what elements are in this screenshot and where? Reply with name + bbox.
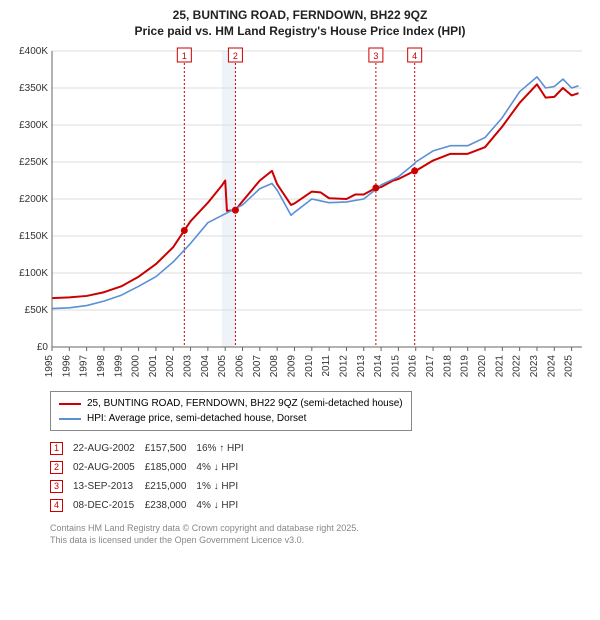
svg-text:2006: 2006 bbox=[235, 355, 246, 378]
footer: Contains HM Land Registry data © Crown c… bbox=[50, 523, 590, 546]
sale-price: £215,000 bbox=[145, 477, 197, 496]
footer-line2: This data is licensed under the Open Gov… bbox=[50, 535, 590, 547]
sale-delta: 16% ↑ HPI bbox=[196, 439, 253, 458]
line-chart-svg: £0 £50K £100K £150K £200K £250K £300K £350K £400… bbox=[10, 45, 590, 385]
sale-delta: 1% ↓ HPI bbox=[196, 477, 253, 496]
svg-text:£150K: £150K bbox=[19, 231, 48, 242]
svg-text:1998: 1998 bbox=[96, 355, 107, 378]
svg-text:2000: 2000 bbox=[131, 355, 142, 378]
legend-row-2: HPI: Average price, semi-detached house,… bbox=[59, 411, 403, 426]
svg-text:2011: 2011 bbox=[321, 355, 332, 377]
sales-table: 1 22-AUG-2002£157,50016% ↑ HPI 2 02-AUG-200… bbox=[50, 439, 254, 515]
svg-text:2013: 2013 bbox=[356, 355, 367, 378]
svg-text:£200K: £200K bbox=[19, 194, 48, 205]
legend-label-2: HPI: Average price, semi-detached house,… bbox=[87, 411, 306, 426]
legend-swatch-1 bbox=[59, 403, 81, 405]
svg-text:2008: 2008 bbox=[269, 355, 280, 378]
svg-text:2014: 2014 bbox=[373, 355, 384, 378]
svg-text:2012: 2012 bbox=[338, 355, 349, 378]
svg-text:2005: 2005 bbox=[217, 355, 228, 378]
sale-marker-box: 1 bbox=[50, 442, 63, 455]
legend-row-1: 25, BUNTING ROAD, FERNDOWN, BH22 9QZ (se… bbox=[59, 396, 403, 411]
svg-text:£100K: £100K bbox=[19, 268, 48, 279]
svg-text:1996: 1996 bbox=[61, 355, 72, 378]
svg-text:2010: 2010 bbox=[304, 355, 315, 378]
svg-text:1999: 1999 bbox=[113, 355, 124, 378]
title-line2: Price paid vs. HM Land Registry's House … bbox=[10, 24, 590, 40]
table-row: 1 22-AUG-2002£157,50016% ↑ HPI bbox=[50, 439, 254, 458]
svg-text:£0: £0 bbox=[37, 342, 49, 353]
svg-text:2016: 2016 bbox=[408, 355, 419, 378]
svg-text:£400K: £400K bbox=[19, 46, 48, 57]
svg-text:3: 3 bbox=[373, 51, 378, 61]
chart-area: £0 £50K £100K £150K £200K £250K £300K £350K £400… bbox=[10, 45, 590, 385]
svg-text:2002: 2002 bbox=[165, 355, 176, 378]
svg-text:1995: 1995 bbox=[44, 355, 55, 378]
svg-text:2025: 2025 bbox=[564, 355, 575, 378]
svg-text:£350K: £350K bbox=[19, 83, 48, 94]
svg-text:2: 2 bbox=[233, 51, 238, 61]
legend-swatch-2 bbox=[59, 418, 81, 420]
svg-text:£300K: £300K bbox=[19, 120, 48, 131]
svg-text:2021: 2021 bbox=[494, 355, 505, 378]
svg-text:2023: 2023 bbox=[529, 355, 540, 378]
svg-text:1: 1 bbox=[182, 51, 187, 61]
svg-text:2024: 2024 bbox=[546, 355, 557, 378]
svg-text:2007: 2007 bbox=[252, 355, 263, 378]
sale-delta: 4% ↓ HPI bbox=[196, 458, 253, 477]
legend: 25, BUNTING ROAD, FERNDOWN, BH22 9QZ (se… bbox=[50, 391, 412, 431]
sale-price: £185,000 bbox=[145, 458, 197, 477]
svg-text:£50K: £50K bbox=[25, 305, 49, 316]
sale-date: 13-SEP-2013 bbox=[73, 477, 145, 496]
sale-marker-box: 4 bbox=[50, 499, 63, 512]
sale-marker-box: 3 bbox=[50, 480, 63, 493]
svg-text:£250K: £250K bbox=[19, 157, 48, 168]
svg-text:2022: 2022 bbox=[512, 355, 523, 378]
svg-text:2003: 2003 bbox=[183, 355, 194, 378]
svg-text:2009: 2009 bbox=[286, 355, 297, 378]
svg-text:2020: 2020 bbox=[477, 355, 488, 378]
footer-line1: Contains HM Land Registry data © Crown c… bbox=[50, 523, 590, 535]
svg-text:2019: 2019 bbox=[460, 355, 471, 378]
sale-date: 22-AUG-2002 bbox=[73, 439, 145, 458]
sale-date: 02-AUG-2005 bbox=[73, 458, 145, 477]
table-row: 2 02-AUG-2005£185,0004% ↓ HPI bbox=[50, 458, 254, 477]
table-row: 4 08-DEC-2015£238,0004% ↓ HPI bbox=[50, 496, 254, 515]
svg-text:2004: 2004 bbox=[200, 355, 211, 378]
svg-text:2017: 2017 bbox=[425, 355, 436, 378]
svg-text:2015: 2015 bbox=[390, 355, 401, 378]
svg-text:1997: 1997 bbox=[79, 355, 90, 378]
sale-marker-box: 2 bbox=[50, 461, 63, 474]
table-row: 3 13-SEP-2013£215,0001% ↓ HPI bbox=[50, 477, 254, 496]
title-line1: 25, BUNTING ROAD, FERNDOWN, BH22 9QZ bbox=[10, 8, 590, 24]
svg-text:2018: 2018 bbox=[442, 355, 453, 378]
sale-price: £238,000 bbox=[145, 496, 197, 515]
chart-title: 25, BUNTING ROAD, FERNDOWN, BH22 9QZ Pri… bbox=[10, 8, 590, 39]
svg-text:2001: 2001 bbox=[148, 355, 159, 378]
sale-date: 08-DEC-2015 bbox=[73, 496, 145, 515]
svg-text:4: 4 bbox=[412, 51, 417, 61]
legend-label-1: 25, BUNTING ROAD, FERNDOWN, BH22 9QZ (se… bbox=[87, 396, 403, 411]
sale-price: £157,500 bbox=[145, 439, 197, 458]
sale-delta: 4% ↓ HPI bbox=[196, 496, 253, 515]
